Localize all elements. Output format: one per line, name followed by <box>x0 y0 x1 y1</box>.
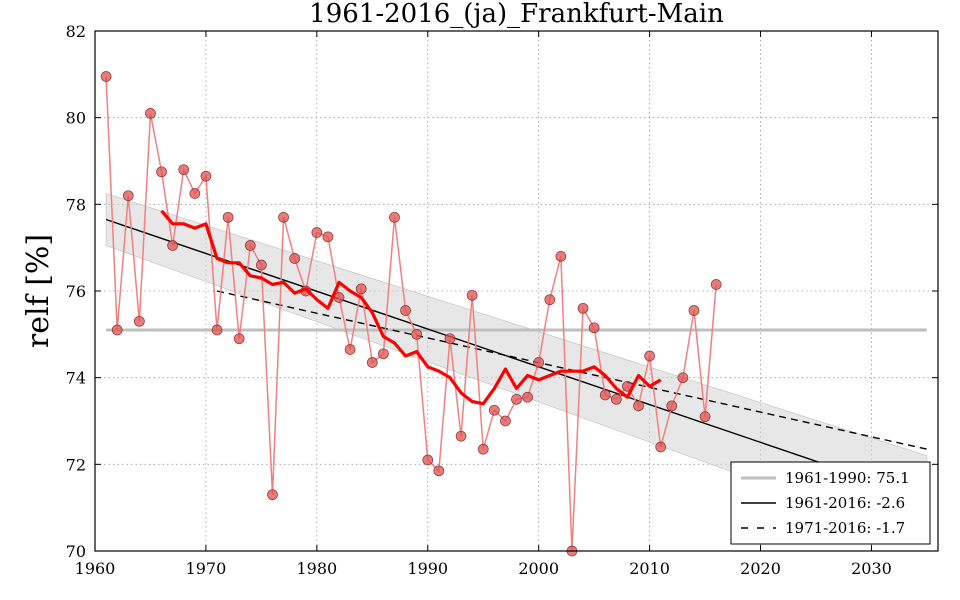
annual-data-point <box>122 190 134 202</box>
annual-data-point <box>488 404 500 416</box>
annual-data-point <box>200 170 212 182</box>
y-tick-label: 76 <box>66 282 86 301</box>
legend-label-1961-1990: 1961-1990: 75.1 <box>785 469 910 487</box>
annual-data-point <box>533 357 545 368</box>
y-tick-label: 82 <box>66 22 86 41</box>
annual-data-point <box>710 279 722 290</box>
annual-data-point <box>167 240 178 251</box>
annual-data-point <box>256 259 267 271</box>
annual-data-point <box>544 294 556 306</box>
annual-data-point <box>466 289 478 301</box>
y-tick-label: 70 <box>66 542 86 561</box>
annual-data-point <box>699 411 711 423</box>
y-tick-label: 78 <box>66 195 86 214</box>
annual-data-point <box>278 211 289 223</box>
annual-data-point <box>422 454 434 466</box>
y-tick-label: 80 <box>66 109 86 128</box>
y-axis-label: relf [%] <box>21 234 56 348</box>
annual-data-point <box>211 324 223 336</box>
annual-data-point <box>599 389 611 401</box>
y-tick-label: 74 <box>66 369 86 388</box>
legend: 1961-1990: 75.1 1961-2016: -2.6 1971-201… <box>730 461 931 545</box>
annual-data-point <box>455 430 467 442</box>
annual-data-point <box>145 107 156 119</box>
annual-data-point <box>267 489 278 501</box>
annual-data-point <box>233 333 245 345</box>
annual-data-point <box>322 231 334 243</box>
annual-data-point <box>111 324 123 336</box>
annual-data-point <box>378 348 389 360</box>
annual-data-point <box>655 441 667 453</box>
x-tick-label: 1980 <box>296 559 337 578</box>
y-tick-label: 72 <box>66 455 86 474</box>
annual-data-point <box>355 283 367 295</box>
annual-data-point <box>555 250 567 262</box>
annual-data-point <box>688 305 700 316</box>
annual-data-point <box>677 372 689 384</box>
x-tick-label: 1970 <box>186 559 227 578</box>
x-tick-label: 2000 <box>518 559 559 578</box>
annual-data-point <box>389 211 400 223</box>
annual-data-point <box>244 240 256 251</box>
annual-data-point <box>444 333 456 345</box>
annual-data-point <box>522 391 533 403</box>
annual-data-point <box>400 305 411 316</box>
annual-data-point <box>156 166 167 178</box>
annual-data-point <box>100 71 112 82</box>
x-tick-label: 2010 <box>629 559 670 578</box>
annual-data-point <box>189 188 201 199</box>
annual-data-point <box>433 465 445 477</box>
moving-average-line <box>160 209 662 406</box>
ticks-layer: 1960 1970 1980 1990 2000 2010 2020 2030 70 72 74 76… <box>66 22 938 578</box>
legend-label-trend-1961-2016: 1961-2016: -2.6 <box>785 494 905 512</box>
annual-data-point <box>633 400 644 412</box>
annual-data-point <box>344 344 356 355</box>
annual-data-point <box>366 357 378 368</box>
annual-data-point <box>511 393 522 405</box>
annual-data-point <box>134 315 145 327</box>
x-tick-label: 1990 <box>407 559 448 578</box>
annual-data-point <box>644 350 655 362</box>
x-tick-label: 1960 <box>75 559 116 578</box>
annual-data-point <box>577 302 589 314</box>
annual-data-point <box>610 393 622 405</box>
annual-data-point <box>588 322 600 334</box>
legend-label-trend-1971-2016: 1971-2016: -1.7 <box>785 519 905 537</box>
annual-data-point <box>477 443 489 455</box>
annual-data-point <box>222 211 234 223</box>
chart-title: 1961-2016_(ja)_Frankfurt-Main <box>309 0 724 29</box>
annual-data-point <box>500 415 511 427</box>
series-layer <box>100 71 722 557</box>
annual-data-point <box>411 328 423 340</box>
annual-data-point <box>666 400 678 412</box>
annual-data-point <box>289 253 301 264</box>
annual-data-point <box>311 227 323 238</box>
annual-data-point <box>178 164 190 176</box>
x-tick-label: 2020 <box>740 559 781 578</box>
x-tick-label: 2030 <box>851 559 892 578</box>
